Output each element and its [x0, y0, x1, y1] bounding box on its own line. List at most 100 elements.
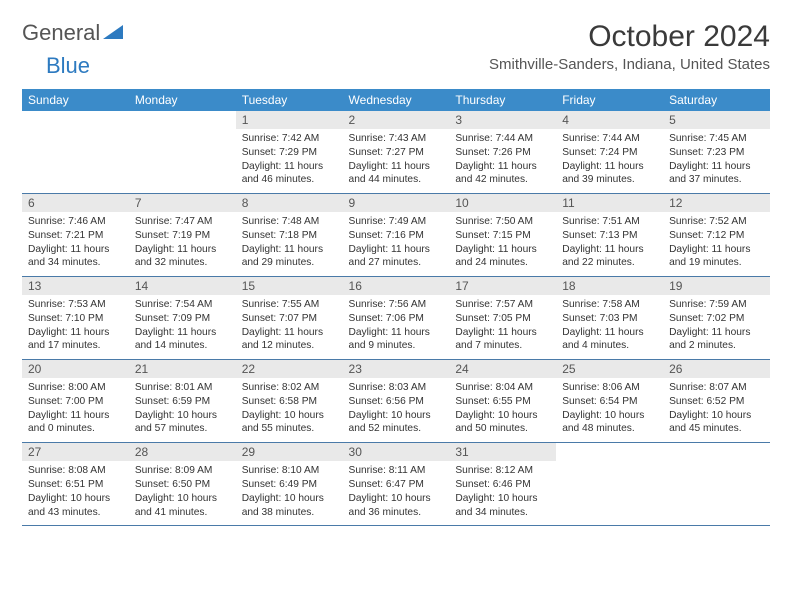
day-details: Sunrise: 8:10 AMSunset: 6:49 PMDaylight:…	[236, 461, 343, 525]
day-cell: 11Sunrise: 7:51 AMSunset: 7:13 PMDayligh…	[556, 194, 663, 277]
day-cell: 29Sunrise: 8:10 AMSunset: 6:49 PMDayligh…	[236, 443, 343, 526]
day-details: Sunrise: 8:11 AMSunset: 6:47 PMDaylight:…	[343, 461, 450, 525]
calendar-table: SundayMondayTuesdayWednesdayThursdayFrid…	[22, 89, 770, 526]
day-cell: 9Sunrise: 7:49 AMSunset: 7:16 PMDaylight…	[343, 194, 450, 277]
day-cell: 30Sunrise: 8:11 AMSunset: 6:47 PMDayligh…	[343, 443, 450, 526]
day-details: Sunrise: 8:04 AMSunset: 6:55 PMDaylight:…	[449, 378, 556, 442]
day-details: Sunrise: 7:53 AMSunset: 7:10 PMDaylight:…	[22, 295, 129, 359]
day-number: 11	[556, 194, 663, 212]
day-cell: 3Sunrise: 7:44 AMSunset: 7:26 PMDaylight…	[449, 111, 556, 194]
day-details: Sunrise: 7:48 AMSunset: 7:18 PMDaylight:…	[236, 212, 343, 276]
day-cell: 21Sunrise: 8:01 AMSunset: 6:59 PMDayligh…	[129, 360, 236, 443]
week-row: 20Sunrise: 8:00 AMSunset: 7:00 PMDayligh…	[22, 360, 770, 443]
day-cell: 18Sunrise: 7:58 AMSunset: 7:03 PMDayligh…	[556, 277, 663, 360]
month-title: October 2024	[489, 20, 770, 54]
weekday-header: Wednesday	[343, 89, 450, 111]
day-number: 9	[343, 194, 450, 212]
day-number: 29	[236, 443, 343, 461]
day-cell: 24Sunrise: 8:04 AMSunset: 6:55 PMDayligh…	[449, 360, 556, 443]
week-row: 1Sunrise: 7:42 AMSunset: 7:29 PMDaylight…	[22, 111, 770, 194]
day-number: 5	[663, 111, 770, 129]
day-number: 3	[449, 111, 556, 129]
day-details: Sunrise: 7:46 AMSunset: 7:21 PMDaylight:…	[22, 212, 129, 276]
day-number: 19	[663, 277, 770, 295]
day-number: 23	[343, 360, 450, 378]
day-details: Sunrise: 7:42 AMSunset: 7:29 PMDaylight:…	[236, 129, 343, 193]
day-number: 18	[556, 277, 663, 295]
day-details: Sunrise: 8:09 AMSunset: 6:50 PMDaylight:…	[129, 461, 236, 525]
day-number: 13	[22, 277, 129, 295]
day-number: 25	[556, 360, 663, 378]
day-cell: 27Sunrise: 8:08 AMSunset: 6:51 PMDayligh…	[22, 443, 129, 526]
day-details: Sunrise: 8:06 AMSunset: 6:54 PMDaylight:…	[556, 378, 663, 442]
day-number: 1	[236, 111, 343, 129]
empty-cell	[663, 443, 770, 526]
day-details: Sunrise: 7:52 AMSunset: 7:12 PMDaylight:…	[663, 212, 770, 276]
day-number: 16	[343, 277, 450, 295]
day-details: Sunrise: 7:49 AMSunset: 7:16 PMDaylight:…	[343, 212, 450, 276]
day-number: 24	[449, 360, 556, 378]
day-cell: 6Sunrise: 7:46 AMSunset: 7:21 PMDaylight…	[22, 194, 129, 277]
day-number: 17	[449, 277, 556, 295]
day-cell: 8Sunrise: 7:48 AMSunset: 7:18 PMDaylight…	[236, 194, 343, 277]
day-cell: 2Sunrise: 7:43 AMSunset: 7:27 PMDaylight…	[343, 111, 450, 194]
logo-text-gray: General	[22, 20, 100, 46]
day-cell: 12Sunrise: 7:52 AMSunset: 7:12 PMDayligh…	[663, 194, 770, 277]
day-cell: 14Sunrise: 7:54 AMSunset: 7:09 PMDayligh…	[129, 277, 236, 360]
day-details: Sunrise: 7:45 AMSunset: 7:23 PMDaylight:…	[663, 129, 770, 193]
day-cell: 15Sunrise: 7:55 AMSunset: 7:07 PMDayligh…	[236, 277, 343, 360]
weekday-header: Saturday	[663, 89, 770, 111]
day-number: 22	[236, 360, 343, 378]
day-number: 30	[343, 443, 450, 461]
day-details: Sunrise: 8:12 AMSunset: 6:46 PMDaylight:…	[449, 461, 556, 525]
weekday-header: Sunday	[22, 89, 129, 111]
day-cell: 13Sunrise: 7:53 AMSunset: 7:10 PMDayligh…	[22, 277, 129, 360]
day-details: Sunrise: 7:43 AMSunset: 7:27 PMDaylight:…	[343, 129, 450, 193]
weekday-header-row: SundayMondayTuesdayWednesdayThursdayFrid…	[22, 89, 770, 111]
day-cell: 7Sunrise: 7:47 AMSunset: 7:19 PMDaylight…	[129, 194, 236, 277]
day-cell: 1Sunrise: 7:42 AMSunset: 7:29 PMDaylight…	[236, 111, 343, 194]
day-number: 2	[343, 111, 450, 129]
empty-cell	[556, 443, 663, 526]
day-cell: 26Sunrise: 8:07 AMSunset: 6:52 PMDayligh…	[663, 360, 770, 443]
day-details: Sunrise: 7:44 AMSunset: 7:24 PMDaylight:…	[556, 129, 663, 193]
weekday-header: Monday	[129, 89, 236, 111]
weekday-header: Friday	[556, 89, 663, 111]
week-row: 27Sunrise: 8:08 AMSunset: 6:51 PMDayligh…	[22, 443, 770, 526]
logo-text-blue: Blue	[46, 53, 90, 78]
day-cell: 31Sunrise: 8:12 AMSunset: 6:46 PMDayligh…	[449, 443, 556, 526]
day-cell: 16Sunrise: 7:56 AMSunset: 7:06 PMDayligh…	[343, 277, 450, 360]
day-number: 31	[449, 443, 556, 461]
day-cell: 25Sunrise: 8:06 AMSunset: 6:54 PMDayligh…	[556, 360, 663, 443]
day-details: Sunrise: 7:58 AMSunset: 7:03 PMDaylight:…	[556, 295, 663, 359]
day-number: 14	[129, 277, 236, 295]
day-details: Sunrise: 8:08 AMSunset: 6:51 PMDaylight:…	[22, 461, 129, 525]
day-details: Sunrise: 7:56 AMSunset: 7:06 PMDaylight:…	[343, 295, 450, 359]
week-row: 6Sunrise: 7:46 AMSunset: 7:21 PMDaylight…	[22, 194, 770, 277]
day-number: 8	[236, 194, 343, 212]
day-cell: 20Sunrise: 8:00 AMSunset: 7:00 PMDayligh…	[22, 360, 129, 443]
day-details: Sunrise: 7:54 AMSunset: 7:09 PMDaylight:…	[129, 295, 236, 359]
logo: General	[22, 20, 123, 46]
week-row: 13Sunrise: 7:53 AMSunset: 7:10 PMDayligh…	[22, 277, 770, 360]
day-cell: 19Sunrise: 7:59 AMSunset: 7:02 PMDayligh…	[663, 277, 770, 360]
day-details: Sunrise: 7:44 AMSunset: 7:26 PMDaylight:…	[449, 129, 556, 193]
day-details: Sunrise: 7:55 AMSunset: 7:07 PMDaylight:…	[236, 295, 343, 359]
day-number: 27	[22, 443, 129, 461]
day-number: 28	[129, 443, 236, 461]
day-cell: 10Sunrise: 7:50 AMSunset: 7:15 PMDayligh…	[449, 194, 556, 277]
logo-triangle-icon	[103, 20, 123, 46]
day-details: Sunrise: 8:01 AMSunset: 6:59 PMDaylight:…	[129, 378, 236, 442]
day-number: 12	[663, 194, 770, 212]
day-number: 26	[663, 360, 770, 378]
day-cell: 17Sunrise: 7:57 AMSunset: 7:05 PMDayligh…	[449, 277, 556, 360]
day-cell: 22Sunrise: 8:02 AMSunset: 6:58 PMDayligh…	[236, 360, 343, 443]
day-number: 10	[449, 194, 556, 212]
day-number: 20	[22, 360, 129, 378]
day-cell: 4Sunrise: 7:44 AMSunset: 7:24 PMDaylight…	[556, 111, 663, 194]
weekday-header: Tuesday	[236, 89, 343, 111]
day-details: Sunrise: 8:00 AMSunset: 7:00 PMDaylight:…	[22, 378, 129, 442]
day-number: 15	[236, 277, 343, 295]
day-number: 21	[129, 360, 236, 378]
day-details: Sunrise: 7:50 AMSunset: 7:15 PMDaylight:…	[449, 212, 556, 276]
